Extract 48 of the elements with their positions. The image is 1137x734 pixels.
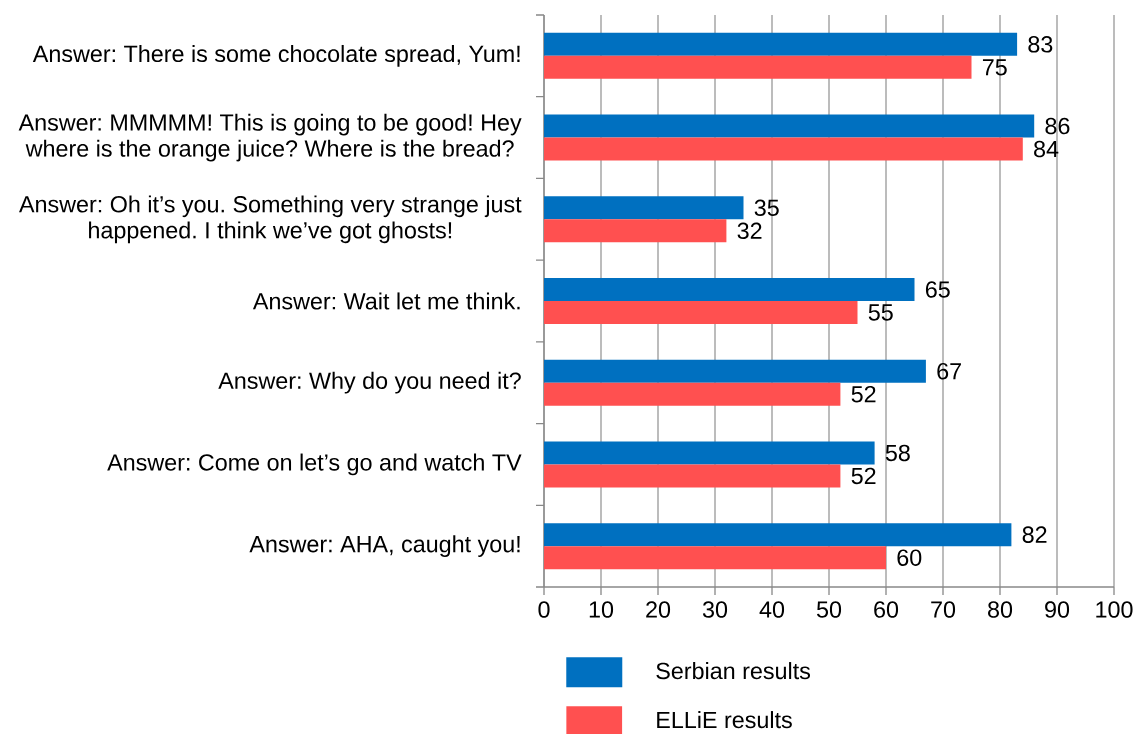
data-label: 75 (982, 59, 1007, 76)
x-tick-label: 20 (646, 601, 671, 618)
bar (544, 523, 1012, 547)
x-tick-label: 30 (702, 601, 728, 618)
bar (544, 55, 972, 79)
data-label: 32 (737, 222, 762, 240)
y-tick-label: Answer: Come on let’s go and watch TV (107, 453, 522, 476)
bar (544, 464, 841, 488)
y-tick-label: Answer: Wait let me think. (252, 292, 520, 310)
bar (544, 32, 1018, 56)
data-label: 65 (925, 281, 950, 298)
bar (544, 137, 1023, 161)
data-label: 60 (897, 549, 922, 566)
x-tick-label: 40 (759, 601, 785, 618)
y-tick-label: Answer: Oh it’s you. Something very strange just happened. I think we’ve got ghosts! (19, 195, 522, 244)
bar (544, 300, 858, 324)
data-label: 83 (1028, 36, 1053, 53)
data-label: 52 (851, 385, 876, 403)
x-tick-label: 70 (931, 601, 956, 618)
legend-label: Serbian results (656, 662, 811, 680)
y-tick-label: Answer: MMMMM! This is going to be good! Hey where is the orange juice? Where is the bread? (18, 113, 522, 162)
x-tick-label: 50 (816, 601, 842, 618)
x-tick-label: 80 (988, 601, 1013, 618)
bar (544, 359, 926, 383)
legend-label: ELLiE results (657, 711, 792, 729)
data-label: 58 (885, 444, 910, 462)
y-tick-label: Answer: Why do you need it? (218, 371, 521, 394)
data-label: 67 (937, 362, 961, 380)
x-tick-label: 100 (1096, 601, 1133, 618)
x-tick-label: 0 (538, 601, 550, 618)
bar (544, 546, 886, 570)
bar (544, 382, 841, 406)
bar (544, 114, 1035, 138)
bar (544, 441, 875, 465)
x-tick-label: 90 (1045, 601, 1070, 618)
data-label: 55 (868, 304, 893, 321)
data-label: 86 (1045, 117, 1070, 135)
x-tick-label: 10 (589, 601, 614, 618)
y-tick-label: Answer: AHA, caught you! (249, 535, 520, 558)
bar (544, 219, 727, 243)
data-label: 82 (1022, 526, 1047, 543)
bar (544, 277, 915, 301)
y-tick-label: Answer: There is some chocolate spread, Yum! (32, 44, 520, 67)
x-tick-label: 60 (874, 601, 899, 618)
data-label: 84 (1034, 140, 1059, 158)
data-label: 52 (851, 467, 876, 485)
bar (544, 196, 744, 220)
data-label: 35 (754, 199, 779, 217)
